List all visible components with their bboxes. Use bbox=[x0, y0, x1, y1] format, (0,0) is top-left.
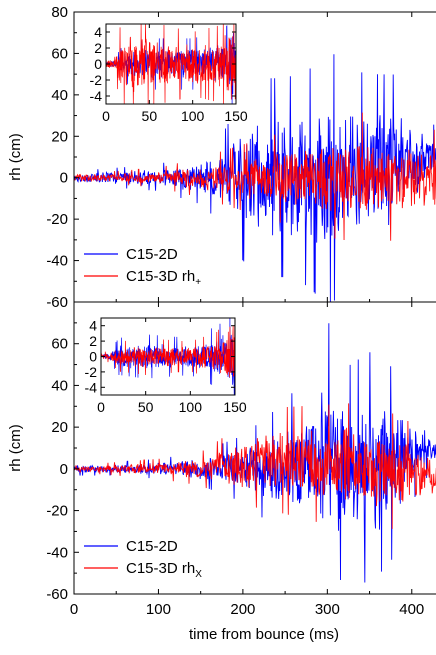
inset-series-group bbox=[106, 24, 236, 104]
y-tick-label: -20 bbox=[46, 211, 68, 228]
inset-y-tick-label: -4 bbox=[85, 379, 98, 395]
inset-x-tick-label: 0 bbox=[97, 399, 105, 415]
series-group bbox=[74, 323, 436, 583]
y-tick-label: 60 bbox=[51, 45, 68, 62]
y-tick-label: 0 bbox=[60, 461, 68, 478]
inset-y-tick-label: 4 bbox=[94, 24, 102, 40]
inset-series-line-c15-3d bbox=[101, 325, 235, 378]
legend-label: C15-2D bbox=[126, 246, 178, 263]
legend: C15-2D C15-3D rhX bbox=[84, 538, 202, 580]
inset-x-tick-label: 0 bbox=[102, 108, 110, 124]
inset-x-tick-label: 100 bbox=[179, 399, 203, 415]
inset-x-tick-label: 50 bbox=[142, 108, 158, 124]
legend-label-main: C15-3D rh bbox=[126, 268, 195, 285]
inset-series-line-c15-3d bbox=[106, 24, 236, 104]
series-line-c15-3d bbox=[74, 112, 436, 241]
inset-x-tick-label: 150 bbox=[224, 108, 248, 124]
inset-x-tick-label: 100 bbox=[181, 108, 205, 124]
inset-y-tick-label: -2 bbox=[90, 72, 103, 88]
series-group bbox=[74, 54, 436, 302]
y-tick-label: -20 bbox=[46, 503, 68, 520]
y-tick-label: -60 bbox=[46, 586, 68, 603]
legend-label: C15-3D rh+ bbox=[126, 268, 201, 288]
y-tick-label: -40 bbox=[46, 544, 68, 561]
y-tick-label: 40 bbox=[51, 377, 68, 394]
x-tick-label: 300 bbox=[315, 601, 340, 618]
inset-y-tick-label: 2 bbox=[89, 333, 97, 349]
x-tick-label: 100 bbox=[146, 601, 171, 618]
legend-label-main: C15-3D rh bbox=[126, 560, 195, 577]
inset-y-tick-label: 4 bbox=[89, 318, 97, 334]
legend: C15-2D C15-3D rh+ bbox=[84, 246, 201, 288]
y-axis-label: rh (cm) bbox=[7, 133, 24, 181]
inset-y-tick-label: -2 bbox=[85, 364, 98, 380]
inset-y-tick-label: 2 bbox=[94, 40, 102, 56]
x-tick-label: 400 bbox=[399, 601, 424, 618]
y-tick-label: 0 bbox=[60, 170, 68, 187]
inset-x-tick-label: 50 bbox=[138, 399, 154, 415]
inset-y-tick-label: 0 bbox=[94, 56, 102, 72]
y-tick-label: -40 bbox=[46, 253, 68, 270]
inset-y-tick-label: 0 bbox=[89, 349, 97, 365]
inset-series-group bbox=[101, 318, 235, 395]
y-axis-label: rh (cm) bbox=[7, 424, 24, 472]
x-axis-label: time from bounce (ms) bbox=[189, 626, 339, 643]
x-tick-label: 0 bbox=[70, 601, 78, 618]
inset-y-tick-label: -4 bbox=[90, 88, 103, 104]
inset-x-tick-label: 150 bbox=[223, 399, 247, 415]
y-tick-label: -60 bbox=[46, 294, 68, 311]
legend-label: C15-2D bbox=[126, 538, 178, 555]
y-tick-label: 80 bbox=[51, 4, 68, 21]
x-tick-label: 200 bbox=[230, 601, 255, 618]
legend-label-sub: + bbox=[195, 277, 201, 288]
legend-label: C15-3D rhX bbox=[126, 560, 202, 580]
series-line-c15-3d bbox=[74, 403, 436, 529]
y-tick-label: 60 bbox=[51, 336, 68, 353]
y-tick-label: 20 bbox=[51, 128, 68, 145]
y-tick-label: 40 bbox=[51, 87, 68, 104]
y-tick-label: 20 bbox=[51, 419, 68, 436]
legend-label-sub: X bbox=[195, 569, 202, 580]
